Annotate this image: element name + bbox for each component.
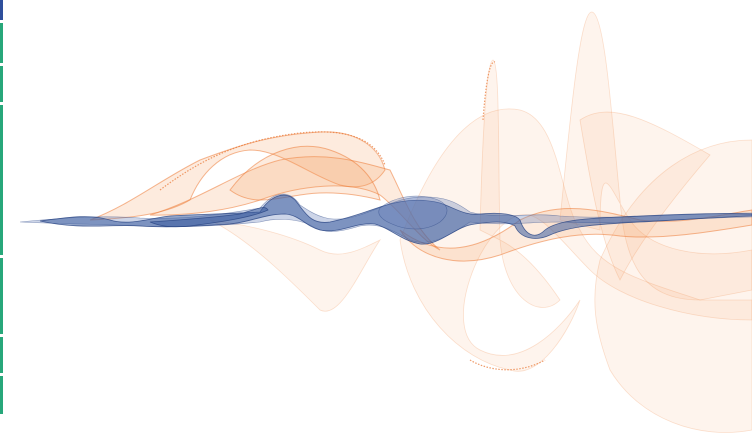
edge-marker [0,376,3,414]
ribbon-edge [469,359,546,371]
edge-marker [0,66,3,102]
edge-marker [0,105,3,255]
ribbon [378,195,448,230]
edge-marker [0,0,3,20]
edge-marker [0,258,3,334]
ribbon-edge [482,61,496,121]
ribbon [594,139,752,433]
ribbon [149,207,269,228]
edge-marker [0,23,3,63]
ribbon [89,131,386,221]
ribbon [39,194,752,245]
edge-marker [0,337,3,373]
blue-ribbons [19,193,752,245]
ribbon [209,219,382,312]
ribbon-edge [159,131,386,191]
orange-ribbons [89,11,752,433]
ribbon [559,11,752,301]
ribbon [399,108,752,372]
